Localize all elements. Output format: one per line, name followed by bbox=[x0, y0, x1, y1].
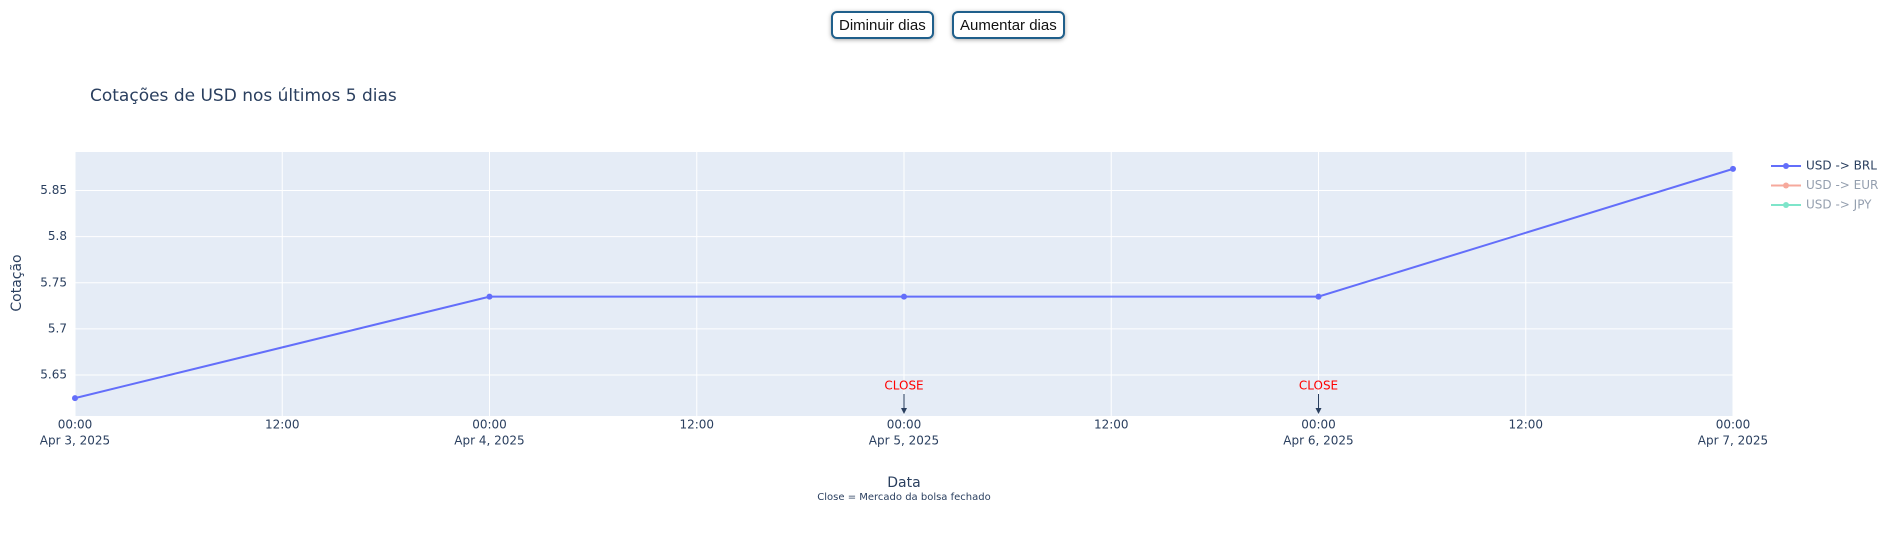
legend-label: USD -> BRL bbox=[1806, 159, 1877, 173]
x-tick-date: Apr 6, 2025 bbox=[1283, 434, 1353, 448]
y-tick-label: 5.8 bbox=[48, 229, 67, 243]
x-tick-label: 00:00 bbox=[472, 418, 507, 432]
series-point bbox=[1315, 293, 1322, 300]
legend-marker bbox=[1783, 202, 1789, 208]
annotation-text: CLOSE bbox=[884, 379, 923, 393]
x-tick-label: 12:00 bbox=[265, 418, 300, 432]
legend-item: USD -> BRL bbox=[1771, 159, 1877, 173]
x-axis-title: Data bbox=[887, 475, 920, 491]
legend-label: USD -> JPY bbox=[1806, 198, 1872, 212]
annotation-text: CLOSE bbox=[1299, 379, 1338, 393]
legend-marker bbox=[1783, 163, 1789, 169]
annotation-arrowhead bbox=[901, 408, 907, 414]
decrease-days-button[interactable]: Diminuir dias bbox=[831, 11, 934, 39]
y-axis-title: Cotação bbox=[9, 254, 25, 311]
x-tick-label: 00:00 bbox=[1301, 418, 1336, 432]
legend-marker bbox=[1783, 182, 1789, 189]
y-tick-label: 5.85 bbox=[40, 183, 67, 197]
x-tick-date: Apr 5, 2025 bbox=[869, 434, 939, 448]
footnote: Close = Mercado da bolsa fechado bbox=[817, 492, 990, 503]
x-tick-label: 00:00 bbox=[1716, 418, 1751, 432]
series-point bbox=[486, 293, 493, 300]
series-point bbox=[72, 395, 78, 402]
annotation-arrowhead bbox=[1315, 408, 1322, 414]
x-tick-label: 12:00 bbox=[1094, 418, 1129, 432]
x-tick-date: Apr 3, 2025 bbox=[40, 434, 110, 448]
increase-days-button[interactable]: Aumentar dias bbox=[952, 11, 1065, 39]
y-tick-label: 5.65 bbox=[40, 368, 67, 382]
x-tick-label: 12:00 bbox=[1508, 418, 1543, 432]
series-point bbox=[901, 293, 907, 300]
x-tick-date: Apr 4, 2025 bbox=[454, 434, 524, 448]
x-tick-label: 00:00 bbox=[58, 418, 93, 432]
y-tick-label: 5.75 bbox=[40, 275, 67, 289]
y-tick-label: 5.7 bbox=[48, 321, 67, 335]
x-tick-label: 00:00 bbox=[887, 418, 922, 432]
legend-item: USD -> EUR bbox=[1771, 178, 1878, 192]
chart-title: Cotações de USD nos últimos 5 dias bbox=[90, 86, 397, 106]
legend-label: USD -> EUR bbox=[1806, 178, 1878, 192]
x-tick-label: 12:00 bbox=[679, 418, 714, 432]
legend-item: USD -> JPY bbox=[1771, 198, 1872, 212]
x-tick-date: Apr 7, 2025 bbox=[1698, 434, 1768, 448]
series-point bbox=[1730, 165, 1736, 172]
